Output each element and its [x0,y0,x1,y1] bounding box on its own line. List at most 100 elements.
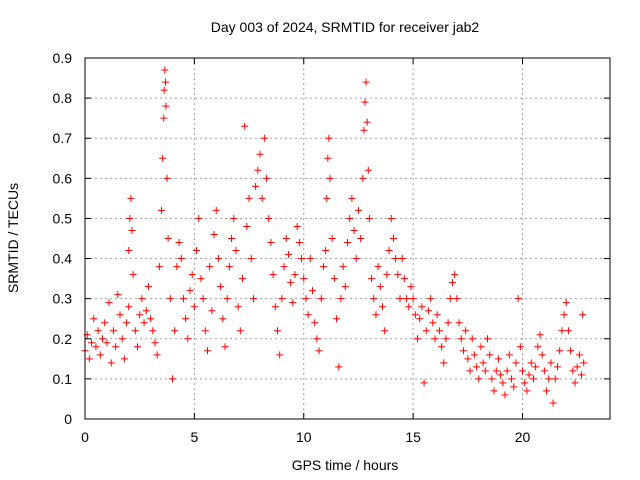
x-tick-label: 5 [190,429,198,445]
data-point [521,379,529,387]
data-point [254,166,262,174]
data-point [374,263,382,271]
data-point [232,247,240,255]
data-point [394,271,402,279]
data-point [326,174,334,182]
data-point [302,295,310,303]
data-point [363,118,371,126]
y-tick-label: 0.5 [53,210,73,226]
data-point [567,347,575,355]
data-point [158,206,166,214]
data-point [136,311,144,319]
data-point [177,255,185,263]
data-point [348,194,356,202]
data-point [199,295,207,303]
data-point [551,375,559,383]
data-point [317,295,325,303]
data-point [512,359,520,367]
data-point [123,319,131,327]
data-point [362,78,370,86]
data-point [85,355,93,363]
y-tick-label: 0.7 [53,130,73,146]
data-point [190,303,198,311]
data-point [341,283,349,291]
x-tick-label: 15 [405,429,421,445]
data-point [315,347,323,355]
data-point [381,327,389,335]
data-point [335,363,343,371]
data-point [282,235,290,242]
axis-ticks [84,57,610,420]
x-axis-label: GPS time / hours [292,457,399,473]
data-point [383,271,391,279]
y-tick-label: 0.6 [53,170,73,186]
data-point [578,371,586,379]
data-point [188,271,196,279]
data-point [497,371,505,379]
data-point [409,295,417,303]
data-point [525,371,533,379]
data-point [162,102,170,110]
data-point [492,367,500,375]
data-point [94,327,102,335]
data-point [403,295,411,303]
data-point [499,379,507,387]
data-point [339,263,347,271]
data-point [540,367,548,375]
data-point [490,387,498,395]
data-point [435,327,443,335]
data-point [376,283,384,291]
data-point [182,315,190,323]
data-point [352,255,360,263]
data-point [284,251,292,259]
data-point [547,359,555,367]
data-point [161,66,169,74]
data-point [536,331,544,339]
data-point [364,166,372,174]
data-point [293,222,301,230]
y-tick-label: 0.3 [53,291,73,307]
data-point [128,226,136,234]
data-point [514,295,522,303]
data-point [126,214,134,222]
data-point [453,295,461,303]
data-point [116,311,124,319]
data-point [147,315,155,323]
data-point [580,359,588,367]
data-point [225,263,233,271]
data-point [558,327,566,335]
data-point [422,327,430,335]
data-point [149,327,157,335]
data-point [457,335,465,343]
data-point [379,303,386,311]
data-point [169,375,176,383]
data-point [344,239,351,247]
data-point [134,343,141,351]
data-point [295,239,303,247]
data-point [265,214,273,222]
data-points [81,66,588,407]
data-point [361,98,369,106]
data-point [562,299,570,307]
data-point [212,206,220,214]
data-point [573,363,581,371]
data-point [276,351,284,359]
data-point [392,255,400,263]
data-point [300,275,308,283]
data-point [278,295,286,303]
data-point [201,327,209,335]
data-point [162,78,169,86]
data-point [560,311,568,319]
data-point [109,327,117,335]
plot-frame [84,57,611,420]
data-point [481,367,489,375]
data-point [173,263,181,271]
data-point [538,351,546,359]
data-point [442,335,450,343]
data-point [398,255,406,263]
data-point [101,319,109,327]
data-point [545,375,553,383]
data-point [210,230,218,238]
data-point [217,283,225,291]
